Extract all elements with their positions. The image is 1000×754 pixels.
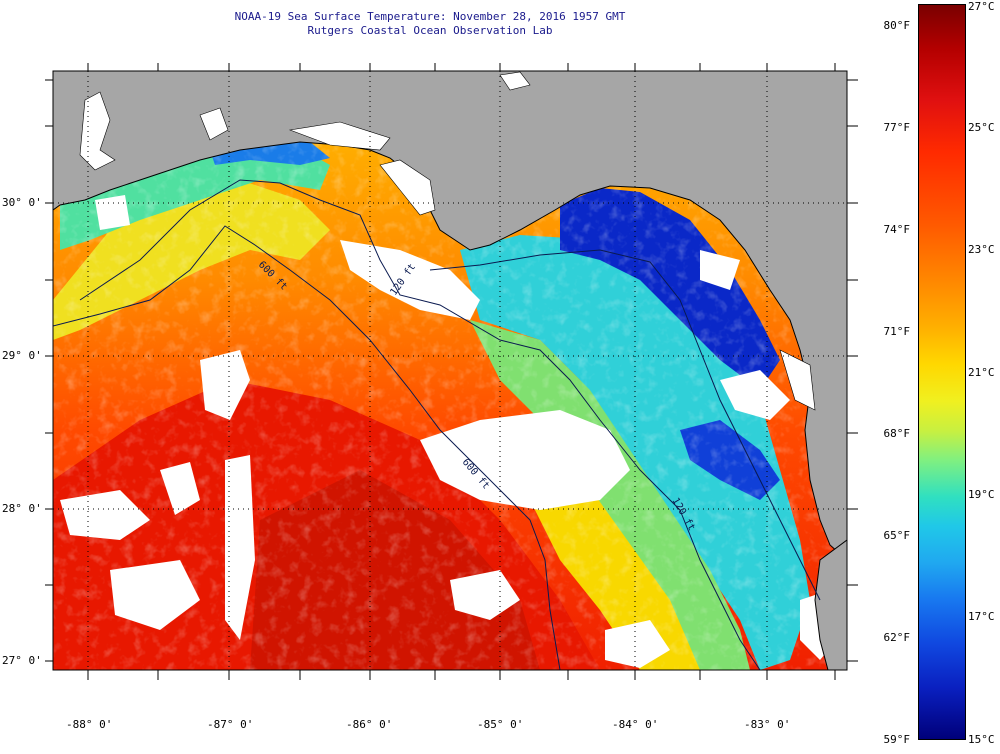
lon-label-85: -85° 0' xyxy=(477,718,524,731)
title-block: NOAA-19 Sea Surface Temperature: Novembe… xyxy=(160,10,700,38)
cbar-c-21: 21°C xyxy=(968,366,995,379)
lon-label-83: -83° 0' xyxy=(744,718,791,731)
cbar-f-59: 59°F xyxy=(883,733,911,746)
land-peninsula xyxy=(814,539,847,670)
lat-label-27: 27° 0' xyxy=(2,654,42,667)
cbar-f-62: 62°F xyxy=(883,631,911,644)
cbar-f-68: 68°F xyxy=(883,427,911,440)
cbar-c-25: 25°C xyxy=(968,121,995,134)
cbar-f-80: 80°F xyxy=(883,19,911,32)
cbar-f-74: 74°F xyxy=(883,223,911,236)
cbar-c-17: 17°C xyxy=(968,610,995,623)
lat-label-29: 29° 0' xyxy=(2,349,42,362)
map-title: NOAA-19 Sea Surface Temperature: Novembe… xyxy=(234,10,626,23)
map-subtitle: Rutgers Coastal Ocean Observation Lab xyxy=(307,24,553,37)
temperature-colorbar xyxy=(918,4,966,740)
cbar-f-77: 77°F xyxy=(883,121,911,134)
lon-label-86: -86° 0' xyxy=(346,718,393,731)
lon-label-84: -84° 0' xyxy=(612,718,659,731)
cbar-c-15: 15°C xyxy=(968,733,995,746)
inland-water xyxy=(79,71,816,411)
lon-label-87: -87° 0' xyxy=(207,718,254,731)
tick-marks xyxy=(45,63,858,680)
cbar-f-71: 71°F xyxy=(883,325,911,338)
land xyxy=(53,71,847,561)
lat-label-30: 30° 0' xyxy=(2,196,42,209)
cbar-c-23: 23°C xyxy=(968,243,995,256)
lat-label-28: 28° 0' xyxy=(2,502,42,515)
map-frame xyxy=(52,70,848,671)
cbar-c-19: 19°C xyxy=(968,488,995,501)
lon-label-88: -88° 0' xyxy=(66,718,113,731)
isobaths xyxy=(53,179,821,670)
cbar-c-27: 27°C xyxy=(968,0,995,13)
cbar-f-65: 65°F xyxy=(883,529,911,542)
